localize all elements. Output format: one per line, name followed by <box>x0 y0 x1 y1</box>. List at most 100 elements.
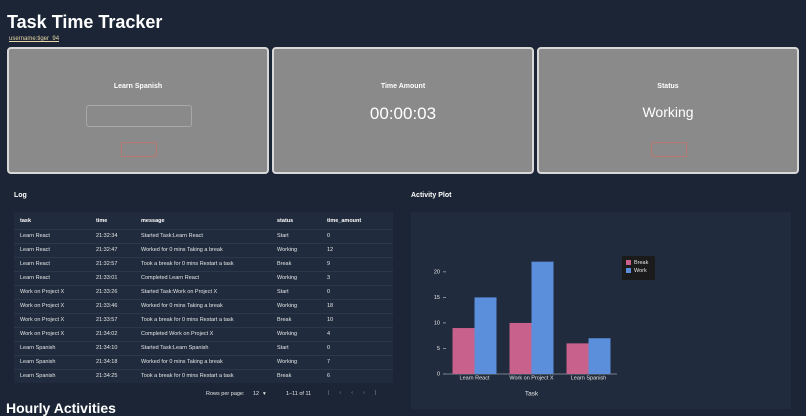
table-cell: Start <box>277 289 289 295</box>
row-divider <box>14 341 393 342</box>
table-cell: Started Task:Learn React <box>141 233 203 239</box>
y-tick-label: 0 <box>437 371 440 377</box>
row-divider <box>14 369 393 370</box>
y-tick-label: 5 <box>437 346 440 352</box>
table-cell: Working <box>277 331 298 337</box>
section-title: Hourly Activities <box>6 400 116 416</box>
task-card: Learn Spanish <box>7 47 269 174</box>
table-cell: Work on Project X <box>20 289 65 295</box>
table-cell: Took a break for 0 mins Restart a task <box>141 317 234 323</box>
bar <box>474 297 497 374</box>
page-range: 1–11 of 11 <box>286 391 312 397</box>
username-link[interactable]: username:tiger_94 <box>9 36 60 42</box>
task-input[interactable] <box>86 105 192 127</box>
table-cell: 0 <box>327 289 331 295</box>
table-cell: 21:34:25 <box>96 373 118 379</box>
table-cell: Learn React <box>20 247 50 253</box>
status-card: Status Working <box>537 47 799 174</box>
table-cell: Start <box>277 345 289 351</box>
table-cell: Working <box>277 303 298 309</box>
pagination[interactable]: |‹‹›| <box>328 390 387 396</box>
table-cell: 21:34:10 <box>96 345 118 351</box>
row-divider <box>14 271 393 272</box>
log-title: Log <box>14 192 27 199</box>
row-divider <box>14 229 393 230</box>
table-cell: 3 <box>327 275 331 281</box>
column-header: message <box>141 218 165 224</box>
column-header: time <box>96 218 108 224</box>
rows-per-page-select[interactable]: 12 <box>253 391 260 397</box>
table-cell: 7 <box>327 359 331 365</box>
table-cell: 21:34:18 <box>96 359 118 365</box>
table-cell: 21:33:57 <box>96 317 118 323</box>
table-cell: Completed Work on Project X <box>141 331 214 337</box>
table-cell: Break <box>277 261 292 267</box>
bar <box>588 338 611 374</box>
bar <box>531 261 554 374</box>
row-divider <box>14 355 393 356</box>
table-cell: Learn React <box>20 261 50 267</box>
table-cell: Learn Spanish <box>20 373 56 379</box>
chart-title: Activity Plot <box>411 192 452 199</box>
x-tick-label: Learn Spanish <box>571 375 606 381</box>
y-tick-label: 10 <box>434 320 440 326</box>
table-cell: Break <box>277 317 292 323</box>
table-cell: Break <box>277 373 292 379</box>
row-divider <box>14 243 393 244</box>
table-cell: Started Task:Work on Project X <box>141 289 218 295</box>
time-value: 00:00:03 <box>369 104 437 123</box>
table-cell: 12 <box>327 247 334 253</box>
table-cell: Completed Learn React <box>141 275 200 281</box>
table-cell: 21:34:02 <box>96 331 118 337</box>
card-title: Time Amount <box>380 83 426 90</box>
table-cell: Working <box>277 275 298 281</box>
table-cell: Learn Spanish <box>20 359 56 365</box>
time-card: Time Amount 00:00:03 <box>272 47 534 174</box>
table-cell: 21:33:46 <box>96 303 118 309</box>
start-button[interactable] <box>121 142 157 157</box>
table-cell: Took a break for 0 mins Restart a task <box>141 373 234 379</box>
row-divider <box>14 257 393 258</box>
table-cell: Working <box>277 247 298 253</box>
bar <box>452 328 475 374</box>
row-divider <box>14 313 393 314</box>
table-cell: Took a break for 0 mins Restart a task <box>141 261 234 267</box>
table-cell: Worked for 0 mins Taking a break <box>141 359 223 365</box>
break-button[interactable] <box>651 142 687 157</box>
table-cell: 21:33:26 <box>96 289 118 295</box>
rows-per-page-label: Rows per page: <box>206 391 245 397</box>
bar <box>509 322 532 374</box>
y-tick-label: 20 <box>434 269 440 275</box>
table-cell: 9 <box>327 261 331 267</box>
table-cell: 21:33:01 <box>96 275 118 281</box>
table-cell: 18 <box>327 303 334 309</box>
row-divider <box>14 327 393 328</box>
table-cell: Learn React <box>20 275 50 281</box>
table-cell: Worked for 0 mins Taking a break <box>141 303 223 309</box>
table-cell: 10 <box>327 317 334 323</box>
table-cell: Worked for 0 mins Taking a break <box>141 247 223 253</box>
table-cell: Work on Project X <box>20 317 65 323</box>
legend-label: Break <box>634 260 649 266</box>
page-title: Task Time Tracker <box>7 12 163 32</box>
table-cell: Start <box>277 233 289 239</box>
table-cell: Work on Project X <box>20 303 65 309</box>
row-divider <box>14 299 393 300</box>
table-cell: Learn React <box>20 233 50 239</box>
status-value: Working <box>642 104 694 120</box>
select-arrow: ▾ <box>263 391 266 397</box>
table-cell: Started Task:Learn Spanish <box>141 345 209 351</box>
table-cell: 0 <box>327 233 331 239</box>
x-axis-label: Task <box>525 391 539 398</box>
log-table: task time message status time_amount Learn Re… <box>14 212 393 383</box>
table-cell: 21:32:34 <box>96 233 118 239</box>
table-cell: 21:32:57 <box>96 261 118 267</box>
x-tick-label: Learn React <box>460 375 490 381</box>
chart: 0 5 10 15 20 Learn React Work on Project X Lear… <box>411 212 791 409</box>
card-title: Status <box>657 83 679 90</box>
bar <box>566 343 589 374</box>
table-cell: 21:32:47 <box>96 247 118 253</box>
table-cell: Learn Spanish <box>20 345 56 351</box>
table-cell: 4 <box>327 331 331 337</box>
